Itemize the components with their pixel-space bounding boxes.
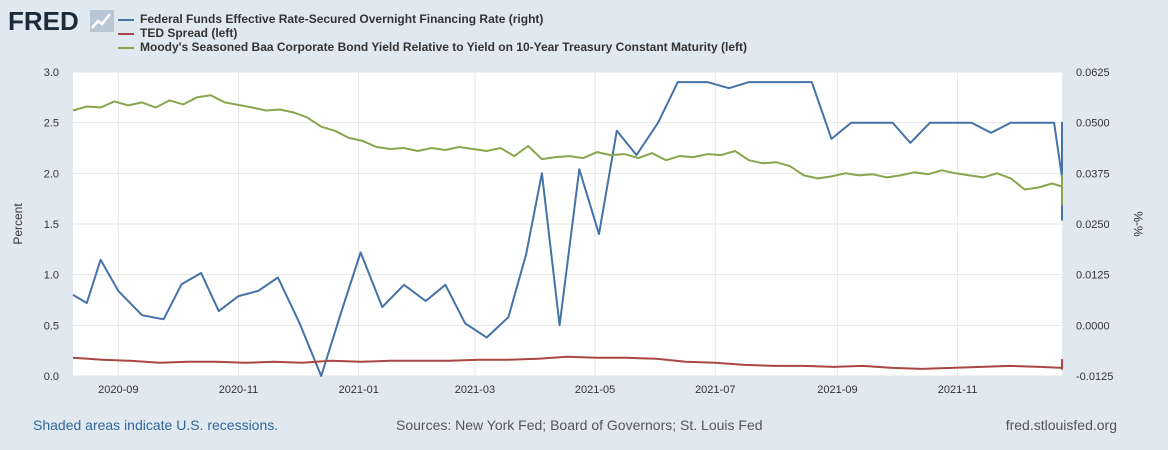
x-tick-label: 2021-03 <box>455 384 495 396</box>
x-tick-label: 2021-09 <box>817 384 857 396</box>
legend-item-sofr-spread[interactable]: Federal Funds Effective Rate-Secured Ove… <box>118 12 747 26</box>
right-tick-label: 0.0625 <box>1076 67 1110 79</box>
left-tick-label: 0.0 <box>44 371 59 383</box>
left-tick-label: 1.0 <box>44 270 59 282</box>
series-line-2 <box>72 94 1063 206</box>
right-tick-label: -0.0125 <box>1076 371 1113 383</box>
x-tick-label: 2021-05 <box>575 384 615 396</box>
x-tick-label: 2021-01 <box>338 384 378 396</box>
right-tick-label: 0.0125 <box>1076 270 1110 282</box>
legend-label: TED Spread (left) <box>140 26 238 40</box>
right-tick-label: 0.0500 <box>1076 118 1110 130</box>
x-tick-label: 2020-09 <box>98 384 138 396</box>
x-tick-label: 2021-11 <box>938 384 978 396</box>
left-tick-label: 3.0 <box>44 67 59 79</box>
fred-logo-chart-icon <box>90 10 114 32</box>
sources-text: Sources: New York Fed; Board of Governor… <box>396 417 763 433</box>
legend-item-ted-spread[interactable]: TED Spread (left) <box>118 26 747 40</box>
x-tick-label: 2021-07 <box>695 384 735 396</box>
fred-logo[interactable]: FRED <box>8 6 79 36</box>
left-tick-label: 0.5 <box>44 320 59 332</box>
x-axis: 2020-09 2020-11 2021-01 2021-03 2021-05 2021-… <box>98 384 977 396</box>
right-axis: -0.0125 0.0000 0.0125 0.0250 0.0375 0.0500 0.0… <box>1076 67 1113 383</box>
x-tick-label: 2020-11 <box>219 384 259 396</box>
legend-swatch-red <box>118 32 134 35</box>
left-tick-label: 1.5 <box>44 219 59 231</box>
site-link[interactable]: fred.stlouisfed.org <box>1005 417 1117 433</box>
legend-swatch-green <box>118 46 134 49</box>
chart-legend: Federal Funds Effective Rate-Secured Ove… <box>118 12 747 54</box>
series-line-1 <box>72 355 1063 370</box>
right-tick-label: 0.0250 <box>1076 219 1110 231</box>
left-tick-label: 2.0 <box>44 168 59 180</box>
recession-note-link[interactable]: Shaded areas indicate U.S. recessions. <box>33 417 279 433</box>
left-tick-label: 2.5 <box>44 118 59 130</box>
legend-label: Federal Funds Effective Rate-Secured Ove… <box>140 12 544 26</box>
legend-item-baa-spread[interactable]: Moody's Seasoned Baa Corporate Bond Yiel… <box>118 40 747 54</box>
right-axis-title: %-% <box>1131 211 1145 237</box>
legend-label: Moody's Seasoned Baa Corporate Bond Yiel… <box>140 40 747 54</box>
right-tick-label: 0.0000 <box>1076 320 1110 332</box>
left-axis: 0.0 0.5 1.0 1.5 2.0 2.5 3.0 <box>44 67 59 383</box>
series-lines <box>72 81 1063 377</box>
left-axis-title: Percent <box>11 203 25 245</box>
legend-swatch-blue <box>118 18 134 21</box>
right-tick-label: 0.0375 <box>1076 168 1110 180</box>
